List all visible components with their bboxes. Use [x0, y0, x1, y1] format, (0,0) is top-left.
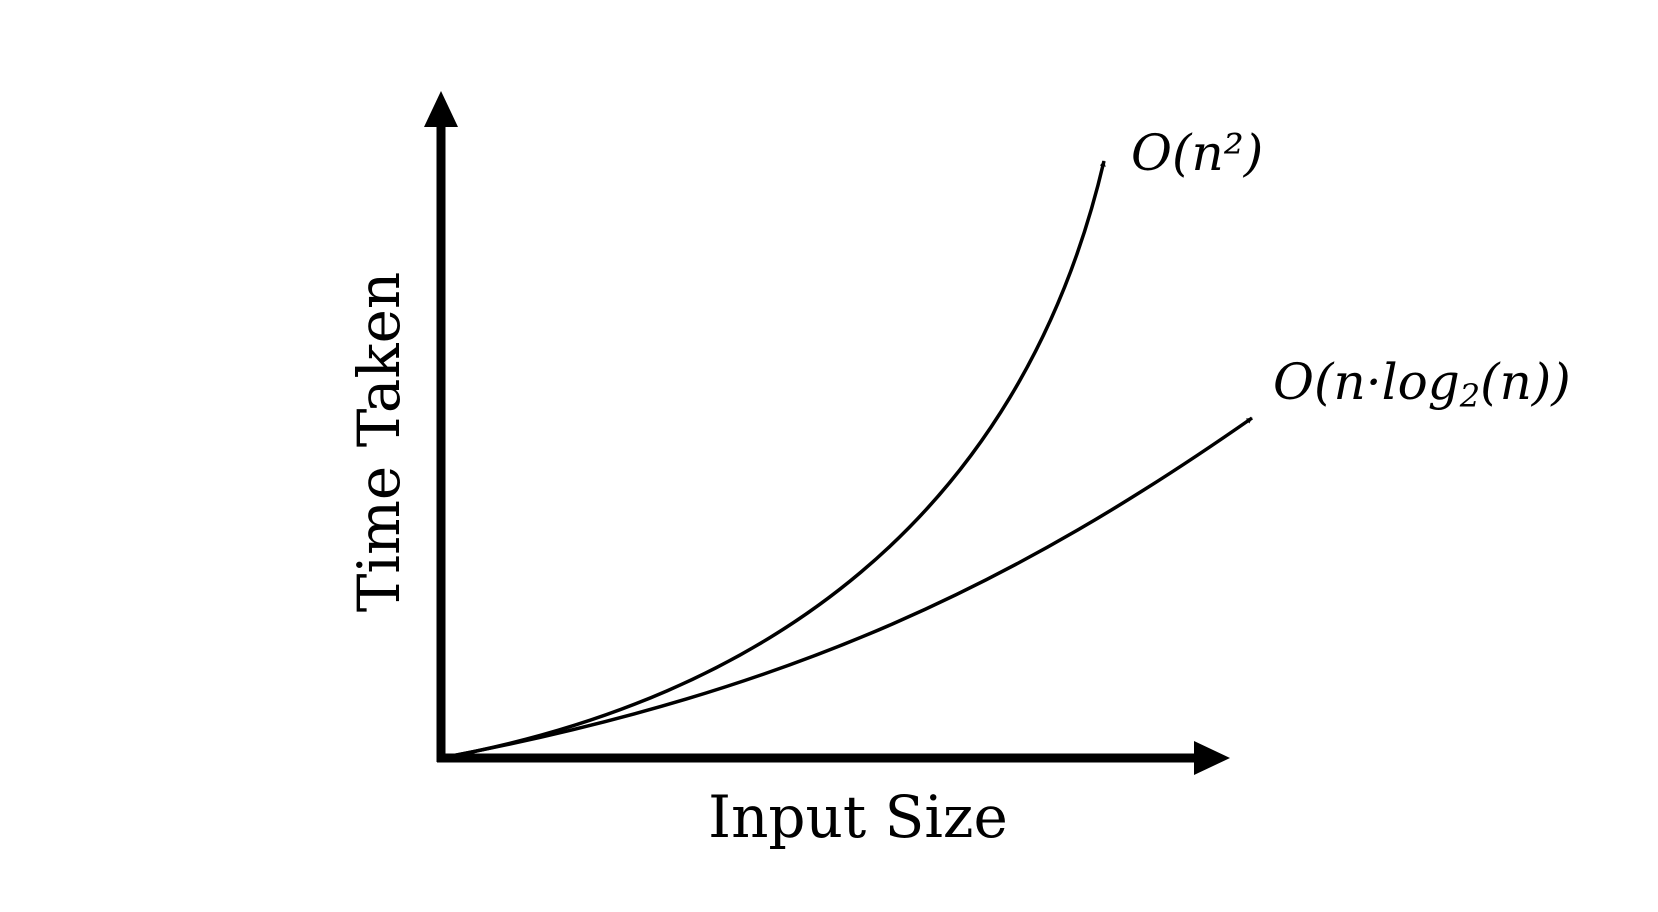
series-line-n-log-n	[440, 416, 1254, 760]
y-axis-title: Time Taken	[345, 272, 413, 613]
curves	[440, 160, 1254, 760]
series-label-n-squared-text: O(n²)	[1131, 124, 1263, 182]
series-label-n-log-n-pre: O(n·log	[1273, 353, 1460, 411]
series-line-n-squared	[440, 160, 1106, 760]
series-label-n-squared: O(n²)	[1131, 124, 1263, 182]
series-label-n-log-n-post: (n))	[1480, 353, 1571, 411]
x-axis-arrowhead	[1194, 741, 1230, 775]
series-label-n-log-n: O(n·log2(n))	[1273, 353, 1571, 415]
x-axis-title: Input Size	[708, 783, 1008, 851]
axes	[424, 91, 1230, 775]
series-label-n-log-n-subscript: 2	[1459, 377, 1480, 415]
y-axis-arrowhead	[424, 91, 458, 127]
